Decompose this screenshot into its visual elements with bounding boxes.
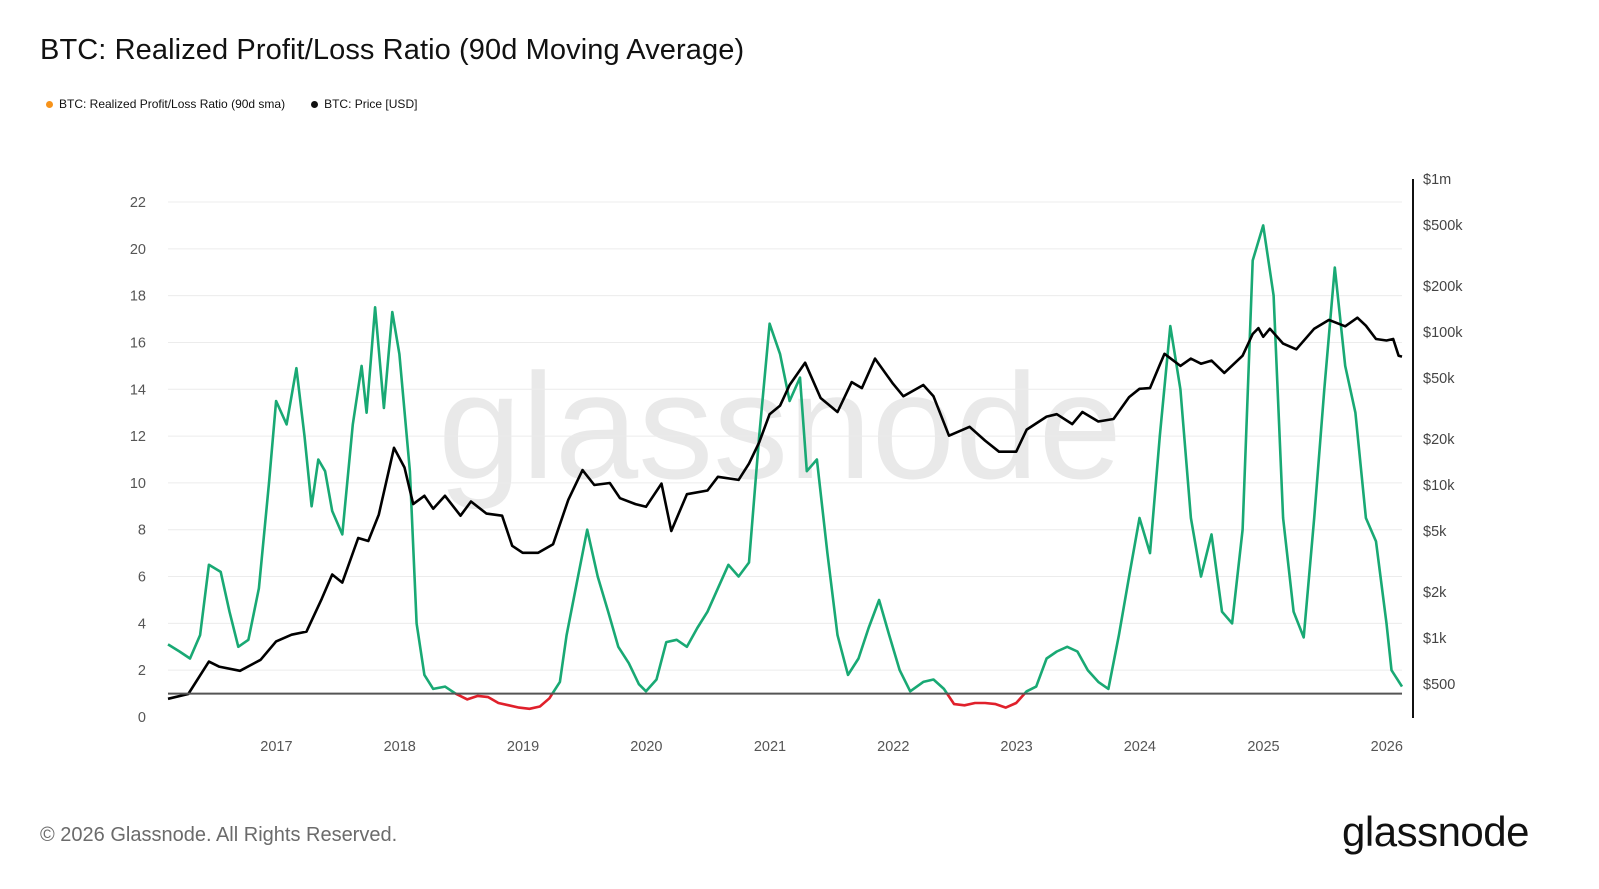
right-tick-label: $10k [1423, 478, 1455, 494]
x-tick-label: 2018 [384, 739, 416, 755]
legend-price-label: BTC: Price [USD] [324, 97, 418, 111]
legend: BTC: Realized Profit/Loss Ratio (90d sma… [46, 97, 417, 111]
right-tick-label: $500k [1423, 218, 1463, 234]
left-tick-label: 4 [138, 616, 146, 632]
left-tick-label: 18 [130, 289, 146, 305]
copyright-text: © 2026 Glassnode. All Rights Reserved. [40, 824, 398, 846]
left-tick-label: 6 [138, 570, 146, 586]
right-tick-label: $5k [1423, 524, 1447, 540]
grid-lines [168, 201, 1402, 671]
left-tick-label: 10 [130, 476, 146, 492]
chart-title: BTC: Realized Profit/Loss Ratio (90d Mov… [40, 34, 745, 66]
left-tick-label: 12 [130, 429, 146, 445]
right-axis: $500 $1k $2k $5k $10k $20k $50k $100k $200k $500k… [1412, 172, 1463, 718]
x-tick-label: 2019 [507, 739, 539, 755]
legend-item-ratio[interactable]: BTC: Realized Profit/Loss Ratio (90d sma… [46, 97, 285, 111]
x-tick-label: 2023 [1000, 739, 1032, 755]
ratio-line-loss [946, 692, 1026, 709]
x-tick-label: 2017 [260, 739, 292, 755]
legend-ratio-label: BTC: Realized Profit/Loss Ratio (90d sma… [59, 97, 286, 111]
x-tick-label: 2026 [1371, 739, 1403, 755]
right-tick-label: $20k [1423, 432, 1455, 448]
ratio-line-profit [551, 322, 949, 695]
right-tick-label: $1m [1423, 172, 1451, 188]
watermark: glassnode [438, 342, 1122, 510]
x-tick-label: 2021 [754, 739, 786, 755]
legend-item-price[interactable]: BTC: Price [USD] [311, 97, 417, 111]
ratio-line-loss [454, 692, 554, 711]
right-tick-label: $200k [1423, 279, 1463, 295]
x-tick-label: 2020 [630, 739, 662, 755]
series-layer [167, 224, 1404, 711]
x-tick-label: 2025 [1247, 739, 1279, 755]
legend-price-dot-icon [311, 100, 319, 108]
x-tick-label: 2022 [877, 739, 909, 755]
price-line [167, 316, 1403, 701]
right-tick-label: $500 [1423, 677, 1455, 693]
ratio-line-profit [167, 305, 457, 695]
left-tick-label: 2 [138, 663, 146, 679]
left-tick-label: 14 [130, 382, 146, 398]
left-tick-label: 8 [138, 523, 146, 539]
left-axis: 0 2 4 6 8 10 12 14 16 18 20 22 [130, 195, 146, 726]
right-tick-label: $1k [1423, 631, 1447, 647]
right-tick-label: $50k [1423, 371, 1455, 387]
x-axis: 2017 2018 2019 2020 2021 2022 2023 2024 2025 2026 [260, 739, 1403, 755]
right-tick-label: $100k [1423, 325, 1463, 341]
left-tick-label: 0 [138, 710, 146, 726]
left-tick-label: 22 [130, 195, 146, 211]
right-tick-label: $2k [1423, 585, 1447, 601]
left-tick-label: 16 [130, 335, 146, 351]
glassnode-logo: glassnode [1342, 808, 1529, 855]
left-tick-label: 20 [130, 242, 146, 258]
ratio-line-profit [1023, 224, 1404, 695]
legend-ratio-dot-icon [46, 100, 53, 108]
x-tick-label: 2024 [1124, 739, 1156, 755]
